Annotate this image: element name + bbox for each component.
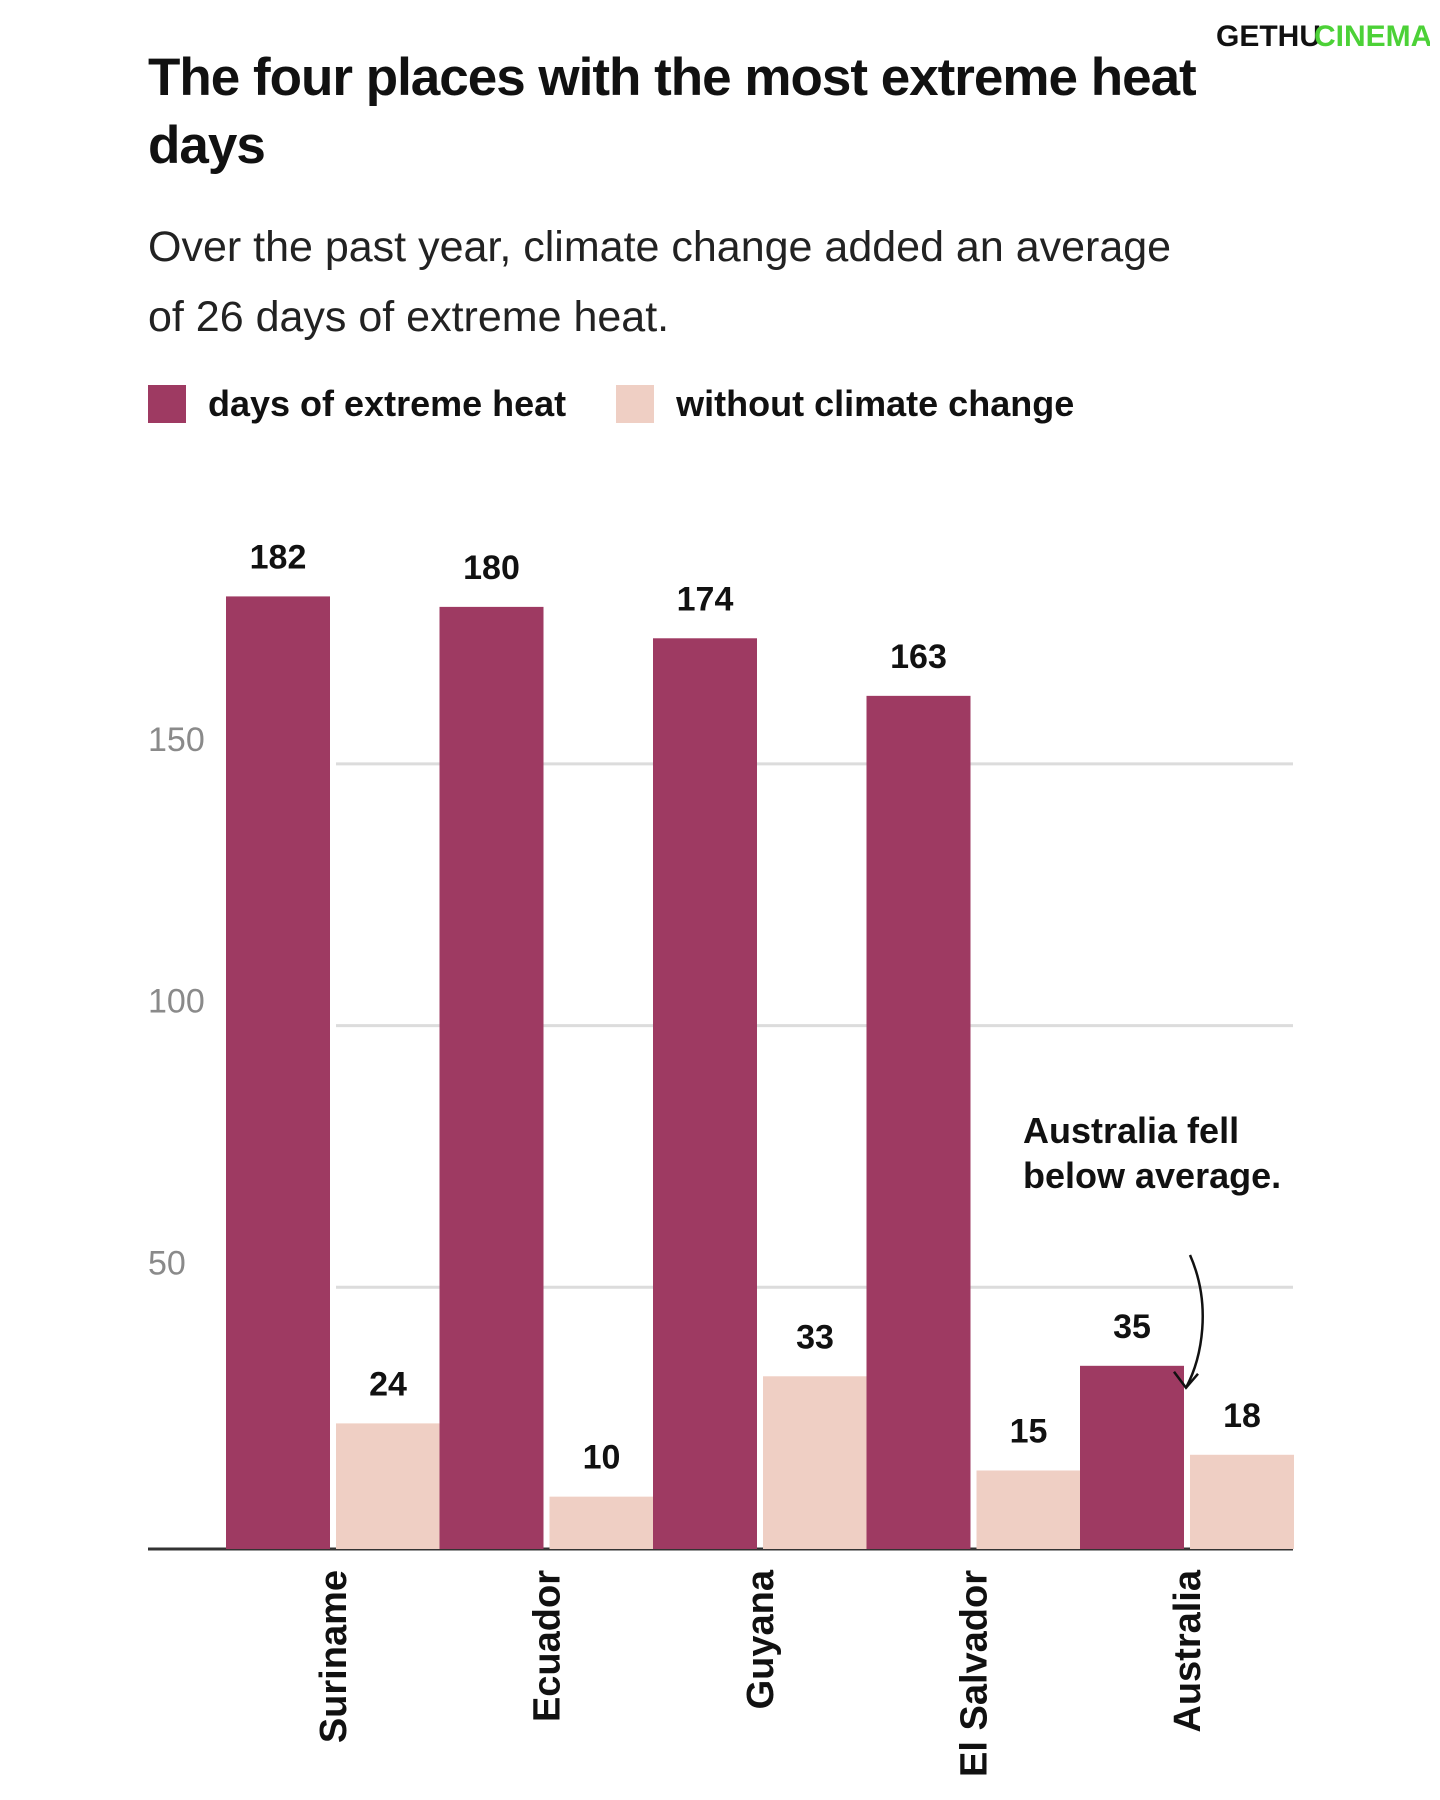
- value-label-ecuador-days-of-extreme-heat: 180: [463, 549, 520, 587]
- category-label-guyana: Guyana: [740, 1569, 782, 1709]
- watermark-logo: GETHU CINEMA: [1214, 10, 1430, 58]
- chart-subtitle: Over the past year, climate change added…: [148, 223, 1172, 341]
- bar-australia-without-climate-change: [1190, 1454, 1294, 1549]
- y-tick-150: 150: [148, 721, 205, 759]
- legend-label-without-climate-change: without climate change: [676, 383, 1075, 424]
- value-label-el-salvador-days-of-extreme-heat: 163: [890, 638, 947, 676]
- chart-legend: days of extreme heat without climate cha…: [148, 382, 1124, 426]
- annotation-arrow-head: [1173, 1371, 1199, 1390]
- value-labels: 182 24 180 10 174 33 163 15 35 18: [250, 538, 1261, 1476]
- category-label-ecuador: Ecuador: [527, 1570, 569, 1722]
- value-label-guyana-days-of-extreme-heat: 174: [677, 580, 734, 618]
- legend-swatch-without-climate-change: [616, 385, 655, 423]
- legend-label-extreme-heat: days of extreme heat: [208, 383, 567, 424]
- value-label-australia-days-of-extreme-heat: 35: [1113, 1308, 1151, 1346]
- category-label-australia: Australia: [1167, 1569, 1209, 1732]
- legend-item-extreme-heat: days of extreme heat: [148, 383, 566, 425]
- bars: [226, 596, 1294, 1549]
- bar-guyana-without-climate-change: [763, 1376, 867, 1549]
- bar-el-salvador-days-of-extreme-heat: [866, 695, 971, 1549]
- value-label-australia-without-climate-change: 18: [1223, 1397, 1261, 1435]
- value-label-suriname-days-of-extreme-heat: 182: [250, 538, 307, 576]
- watermark-text-a: GETHU: [1216, 20, 1321, 53]
- bar-ecuador-days-of-extreme-heat: [439, 606, 544, 1549]
- bar-australia-days-of-extreme-heat: [1080, 1365, 1184, 1549]
- bar-suriname-without-climate-change: [336, 1423, 440, 1549]
- bar-el-salvador-without-climate-change: [976, 1470, 1081, 1549]
- value-label-guyana-without-climate-change: 33: [796, 1318, 834, 1356]
- legend-item-without-climate-change: without climate change: [616, 383, 1074, 425]
- value-label-el-salvador-without-climate-change: 15: [1010, 1412, 1048, 1450]
- bar-ecuador-without-climate-change: [549, 1496, 654, 1549]
- y-tick-50: 50: [148, 1244, 186, 1282]
- annotation-text: Australia fell below average.: [1023, 1110, 1282, 1196]
- annotation-arrow: [1173, 1254, 1204, 1390]
- y-tick-100: 100: [148, 983, 205, 1021]
- bar-guyana-days-of-extreme-heat: [653, 638, 757, 1549]
- bar-chart: 50 100 150 182 24 180 10 174 33 163 15 35 18 Surina…: [148, 538, 1294, 1777]
- chart-title: The four places with the most extreme he…: [148, 48, 1197, 175]
- category-labels: Suriname Ecuador Guyana El Salvador Australi…: [313, 1569, 1209, 1777]
- legend-swatch-extreme-heat: [148, 385, 186, 423]
- category-label-suriname: Suriname: [313, 1570, 355, 1743]
- bar-suriname-days-of-extreme-heat: [226, 596, 330, 1549]
- value-label-suriname-without-climate-change: 24: [369, 1365, 407, 1403]
- annotation-arrow-line: [1184, 1254, 1204, 1389]
- value-label-ecuador-without-climate-change: 10: [583, 1439, 621, 1477]
- watermark-text-b: CINEMA: [1314, 20, 1430, 53]
- category-label-el-salvador: El Salvador: [954, 1570, 996, 1777]
